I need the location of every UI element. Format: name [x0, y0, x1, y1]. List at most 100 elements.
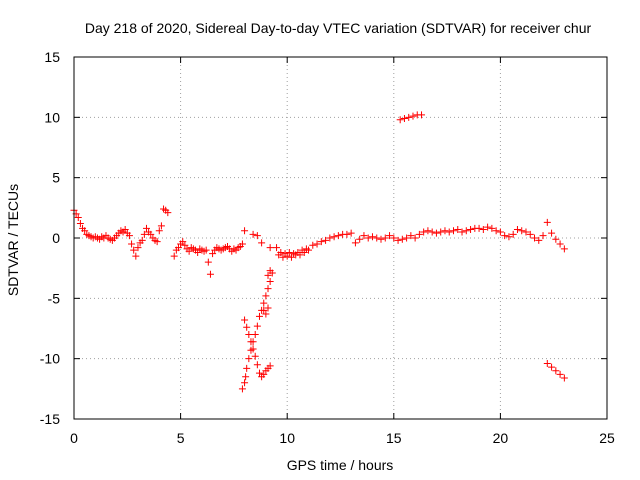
data-point [264, 304, 272, 312]
data-point [132, 252, 140, 260]
data-point [496, 228, 504, 236]
data-point [398, 235, 406, 243]
x-tick-label: 25 [599, 430, 615, 446]
data-point [174, 244, 182, 252]
data-point [396, 116, 404, 124]
data-point [164, 209, 172, 217]
data-point [556, 240, 564, 248]
data-point [128, 240, 136, 248]
data-point [479, 226, 487, 234]
data-point [153, 238, 161, 246]
data-point [560, 374, 568, 382]
data-point [492, 227, 500, 235]
data-point [258, 306, 266, 314]
data-point [458, 228, 466, 236]
data-point [134, 244, 142, 252]
data-point [317, 238, 325, 246]
series-upper-arc-16h [396, 111, 426, 124]
data-point [351, 239, 359, 247]
data-point [309, 241, 317, 249]
data-point [445, 228, 453, 236]
data-point [432, 229, 440, 237]
data-point [243, 364, 251, 372]
data-point [334, 232, 342, 240]
data-point [475, 224, 483, 232]
data-point [194, 248, 202, 256]
data-point [179, 238, 187, 246]
data-point [343, 230, 351, 238]
axis-ticks [73, 56, 608, 420]
data-point [76, 220, 84, 228]
x-axis-label: GPS time / hours [287, 457, 394, 473]
data-point [364, 234, 372, 242]
y-tick-label: 0 [52, 230, 60, 246]
data-point [411, 234, 419, 242]
series-lower-arc-22h [543, 359, 568, 382]
data-point [157, 222, 165, 230]
data-point [287, 253, 295, 261]
data-point [185, 247, 193, 255]
data-point [526, 230, 534, 238]
data-point [420, 228, 428, 236]
data-point [462, 227, 470, 235]
data-point [202, 246, 210, 254]
data-point [539, 232, 547, 240]
data-point [377, 235, 385, 243]
data-point [253, 322, 261, 330]
data-point [242, 373, 250, 381]
data-point [386, 232, 394, 240]
data-point [467, 226, 475, 234]
data-point [381, 234, 389, 242]
data-point [138, 236, 146, 244]
data-point [277, 248, 285, 256]
data-point [255, 312, 263, 320]
data-point [238, 240, 246, 248]
data-point [155, 227, 163, 235]
data-point [260, 370, 268, 378]
data-points [70, 111, 568, 393]
data-point [266, 362, 274, 370]
data-point [241, 379, 249, 387]
data-point [279, 253, 287, 261]
data-point [360, 232, 368, 240]
data-point [206, 270, 214, 278]
data-point [313, 240, 321, 248]
data-point [140, 230, 148, 238]
data-point [247, 338, 255, 346]
y-tick-label: 10 [44, 109, 60, 125]
data-point [454, 226, 462, 234]
data-point [251, 352, 259, 360]
x-tick-label: 10 [279, 430, 295, 446]
y-tick-label: -5 [48, 290, 61, 306]
data-point [125, 232, 133, 240]
data-point [513, 226, 521, 234]
chart-title: Day 218 of 2020, Sidereal Day-to-day VTE… [85, 20, 592, 36]
data-point [253, 232, 261, 240]
data-point [300, 248, 308, 256]
data-point [424, 227, 432, 235]
data-point [543, 359, 551, 367]
data-point [249, 230, 257, 238]
data-point [449, 227, 457, 235]
data-point [501, 232, 509, 240]
data-point [285, 248, 293, 256]
data-point [409, 112, 417, 120]
data-point [552, 367, 560, 375]
data-point [170, 252, 178, 260]
y-tick-label: 5 [52, 170, 60, 186]
data-point [390, 234, 398, 242]
data-point [488, 224, 496, 232]
data-point [181, 241, 189, 249]
data-point [204, 258, 212, 266]
data-point [253, 361, 261, 369]
data-point [249, 345, 257, 353]
tick-labels: 0 5 10 15 20 25 -15 -10 -5 0 5 10 15 [40, 49, 615, 446]
data-point [130, 246, 138, 254]
data-point [552, 235, 560, 243]
data-point [509, 230, 517, 238]
data-point [556, 370, 564, 378]
data-point [266, 244, 274, 252]
data-point [522, 228, 530, 236]
data-point [121, 226, 129, 234]
